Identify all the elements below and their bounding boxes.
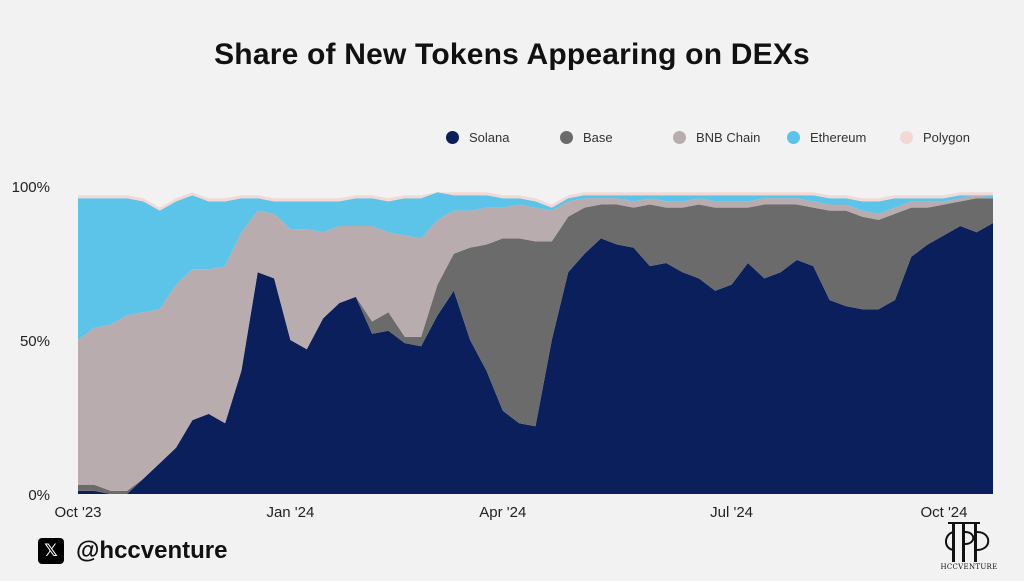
social-handle[interactable]: 𝕏 @hccventure (38, 537, 227, 565)
x-tick-label: Jul '24 (710, 504, 753, 521)
legend-swatch-polygon (900, 131, 913, 144)
area-layers (78, 192, 993, 495)
x-tick-label: Jan '24 (266, 504, 314, 521)
legend-item-solana[interactable]: Solana (446, 130, 509, 145)
legend-label-polygon: Polygon (923, 130, 970, 145)
area-polygon[interactable] (78, 192, 993, 211)
chart-title: Share of New Tokens Appearing on DEXs (214, 38, 810, 71)
hccventure-logo-mark-icon (945, 522, 990, 562)
legend-label-ethereum: Ethereum (810, 130, 867, 145)
y-tick-label: 0% (28, 487, 50, 504)
legend-item-bnb-chain[interactable]: BNB Chain (673, 130, 760, 145)
legend-label-bnb-chain: BNB Chain (696, 130, 761, 145)
legend: Solana Base BNB Chain Ethereum Polygon (440, 130, 1000, 150)
area-bnb-chain[interactable] (78, 195, 993, 491)
x-tick-label: Oct '23 (54, 504, 101, 521)
legend-swatch-base (560, 131, 573, 144)
hccventure-logo: HCCVENTURE (938, 520, 1000, 574)
x-logo-icon: 𝕏 (38, 538, 64, 564)
legend-swatch-solana (446, 131, 459, 144)
x-tick-label: Apr '24 (479, 504, 526, 521)
area-solana[interactable] (78, 223, 993, 494)
legend-swatch-ethereum (787, 131, 800, 144)
y-tick-label: 50% (20, 333, 50, 350)
area-ethereum[interactable] (78, 192, 993, 340)
legend-item-polygon[interactable]: Polygon (900, 130, 970, 145)
x-tick-label: Oct '24 (920, 504, 967, 521)
legend-label-base: Base (583, 130, 613, 145)
legend-item-base[interactable]: Base (560, 130, 613, 145)
legend-item-ethereum[interactable]: Ethereum (787, 130, 866, 145)
y-axis-ticks: 0% 50% 100% (12, 179, 50, 504)
handle-text: @hccventure (76, 537, 228, 564)
legend-label-solana: Solana (469, 130, 510, 145)
area-base[interactable] (78, 198, 993, 495)
x-axis-ticks: Oct '23 Jan '24 Apr '24 Jul '24 Oct '24 (54, 504, 967, 521)
y-tick-label: 100% (12, 179, 50, 196)
legend-swatch-bnb-chain (673, 131, 686, 144)
logo-text: HCCVENTURE (940, 563, 998, 571)
